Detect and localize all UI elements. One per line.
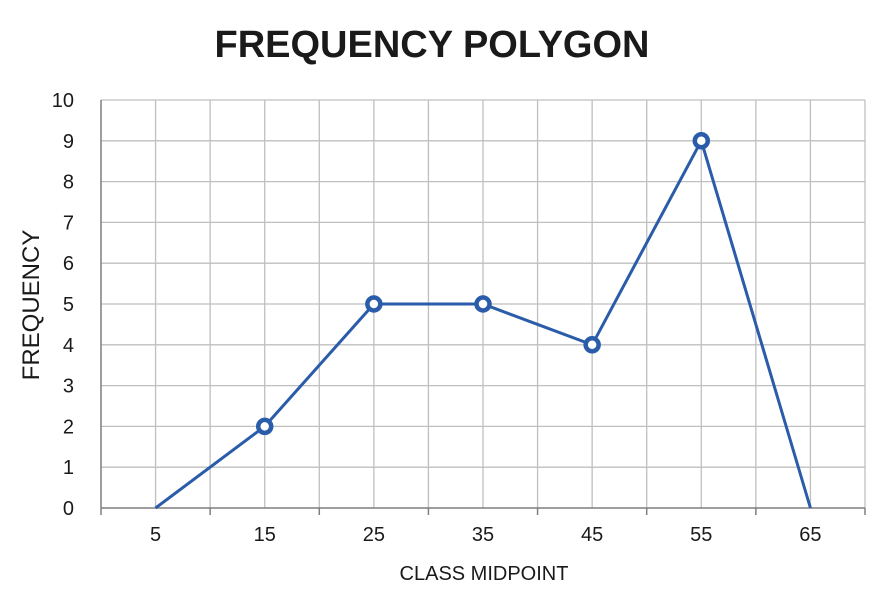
- x-tick-label: 35: [472, 524, 494, 546]
- y-tick-label: 10: [52, 90, 74, 112]
- axes: [100, 100, 866, 515]
- y-tick-label: 6: [63, 253, 74, 275]
- data-point: [365, 295, 383, 313]
- chart-title: FREQUENCY POLYGON: [215, 24, 650, 66]
- y-tick-label: 4: [63, 335, 74, 357]
- y-tick-label: 3: [63, 376, 74, 398]
- x-tick-label: 25: [363, 524, 385, 546]
- y-tick-label: 0: [63, 498, 74, 520]
- y-tick-label: 9: [63, 131, 74, 153]
- x-tick-label: 5: [150, 524, 161, 546]
- x-tick-label: 65: [799, 524, 821, 546]
- y-tick-labels: 0 1 2 3 4 5 6 7 8 9 10: [52, 90, 74, 520]
- x-tick-labels: 5 15 25 35 45 55 65: [150, 524, 822, 546]
- y-tick-label: 1: [63, 457, 74, 479]
- x-tick-label: 45: [581, 524, 603, 546]
- y-tick-label: 7: [63, 212, 74, 234]
- x-tick-label: 15: [254, 524, 276, 546]
- grid: [101, 99, 866, 508]
- series: [154, 132, 812, 510]
- y-axis-label: FREQUENCY: [18, 230, 45, 381]
- data-point: [583, 336, 601, 354]
- y-tick-label: 2: [63, 416, 74, 438]
- data-point: [255, 417, 274, 436]
- y-tick-label: 5: [63, 294, 74, 316]
- data-point: [474, 295, 492, 313]
- x-axis-label: CLASS MIDPOINT: [400, 563, 569, 585]
- data-point: [692, 132, 711, 150]
- y-tick-label: 8: [63, 172, 74, 194]
- x-tick-label: 55: [690, 524, 712, 546]
